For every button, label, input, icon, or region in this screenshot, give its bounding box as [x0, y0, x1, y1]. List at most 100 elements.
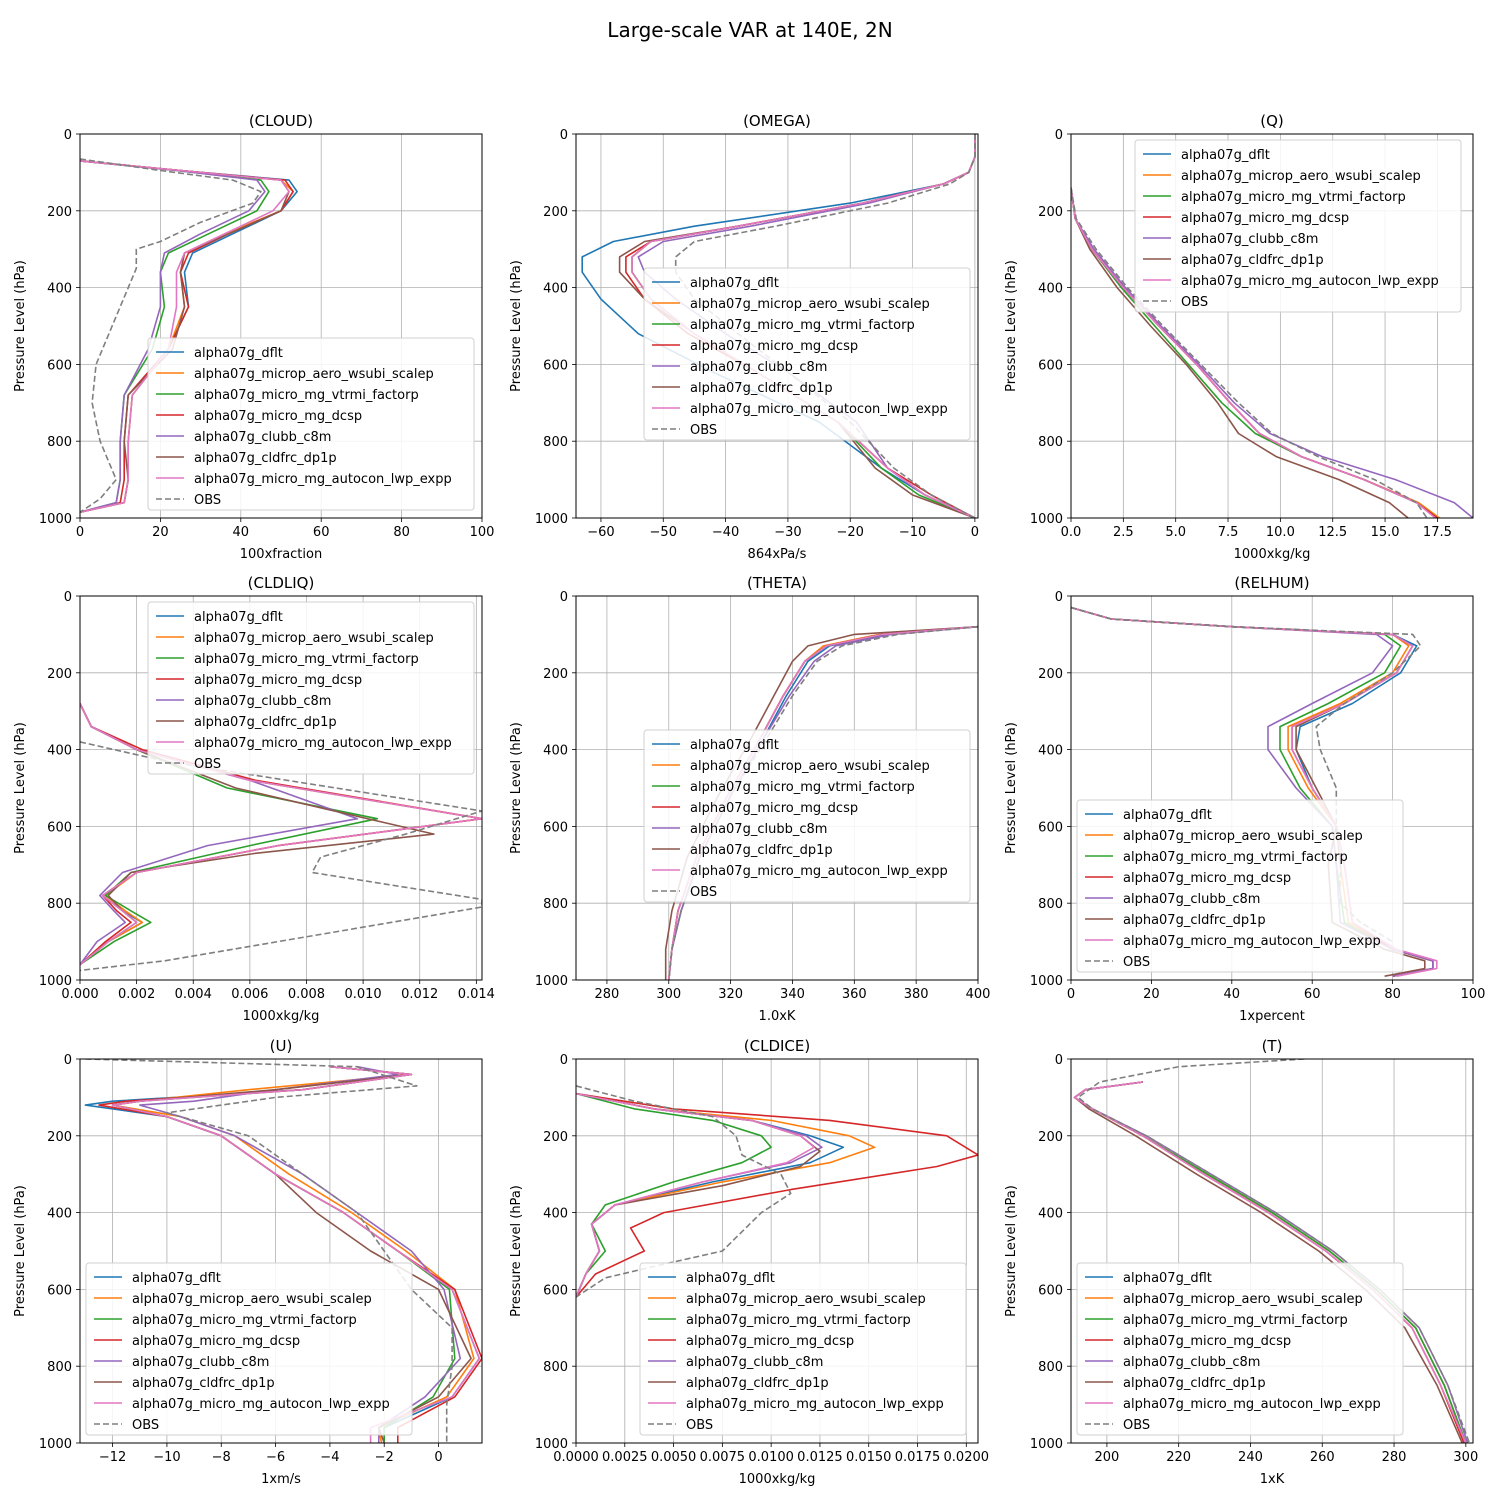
panel-3: 0.000 0.002 0.004 0.006 0.008 0.010 0.012 0.014… — [13, 574, 495, 1024]
legend-label: alpha07g_micro_mg_dcsp — [132, 1334, 300, 1349]
legend: alpha07g_dflt alpha07g_microp_aero_wsubi_… — [639, 1262, 967, 1436]
legend-label: alpha07g_micro_mg_autocon_lwp_expp — [1181, 274, 1439, 289]
legend-label: alpha07g_micro_mg_dcsp — [1123, 1334, 1291, 1349]
x-tick-label: 0.004 — [175, 987, 212, 1002]
legend-label: alpha07g_microp_aero_wsubi_scalep — [132, 1292, 372, 1307]
series-line-alpha07g_microp_aero_wsubi_scalep — [111, 1065, 475, 1443]
x-tick-label: 60 — [313, 525, 330, 540]
legend-label: alpha07g_microp_aero_wsubi_scalep — [1123, 1292, 1363, 1307]
x-tick-label: −10 — [899, 525, 926, 540]
series-line-alpha07g_micro_mg_autocon_lwp_expp — [111, 1065, 481, 1443]
panel-title: (Q) — [1260, 112, 1284, 130]
axes-frame — [1070, 595, 1474, 981]
x-axis-label: 1000xkg/kg — [1234, 547, 1311, 562]
panel-4: 280 300 320 340 360 380 400 0 200 400 600 800 1000 (T… — [509, 574, 990, 1024]
x-tick-label: 0.0100 — [748, 1450, 794, 1465]
y-tick-label: 400 — [1038, 1207, 1063, 1222]
legend-label: alpha07g_micro_mg_vtrmi_factorp — [1123, 850, 1348, 865]
legend-label: alpha07g_dflt — [1123, 1271, 1212, 1286]
x-axis-label: 864xPa/s — [748, 547, 807, 562]
x-tick-label: 12.5 — [1318, 525, 1347, 540]
y-axis-label: Pressure Level (hPa) — [13, 260, 28, 392]
legend-label: alpha07g_dflt — [690, 276, 779, 291]
x-axis-label: 1000xkg/kg — [739, 1472, 816, 1487]
legend-label: OBS — [1123, 955, 1150, 970]
x-tick-label: 15.0 — [1371, 525, 1400, 540]
series-line-alpha07g_micro_mg_autocon_lwp_expp — [80, 160, 290, 513]
x-tick-label: 380 — [904, 987, 929, 1002]
panel-6: −12 −10 −8 −6 −4 −2 0 0 200 400 600 800 1000 (U) 1xm/s… — [13, 1037, 483, 1487]
y-tick-label: 800 — [543, 435, 568, 450]
legend-label: alpha07g_clubb_c8m — [1181, 232, 1318, 247]
y-tick-label: 200 — [1038, 1130, 1063, 1145]
legend-label: alpha07g_clubb_c8m — [690, 360, 827, 375]
panel-1: −60 −50 −40 −30 −20 −10 0 0 200 400 600 800 1000 (OME… — [509, 112, 979, 562]
x-tick-label: 60 — [1304, 987, 1321, 1002]
legend: alpha07g_dflt alpha07g_microp_aero_wsubi_… — [643, 729, 971, 903]
legend-label: alpha07g_cldfrc_dp1p — [194, 451, 337, 466]
panel-title: (OMEGA) — [743, 112, 811, 130]
x-tick-label: 0 — [76, 525, 84, 540]
panel-0: 0 20 40 60 80 10002004006008001000(CLOUD)100x… — [13, 112, 494, 562]
y-tick-label: 1000 — [1030, 512, 1063, 527]
legend-box — [1134, 139, 1462, 313]
panel-5: 0 20 40 60 80 10002004006008001000(RELHUM)1xp… — [1004, 574, 1485, 1024]
legend-label: alpha07g_micro_mg_autocon_lwp_expp — [690, 864, 948, 879]
legend-label: alpha07g_microp_aero_wsubi_scalep — [690, 297, 930, 312]
x-tick-label: 0 — [1067, 987, 1075, 1002]
legend: alpha07g_dflt alpha07g_microp_aero_wsubi_… — [85, 1262, 413, 1436]
legend-box — [147, 337, 475, 511]
x-tick-label: 0.0075 — [700, 1450, 746, 1465]
legend-label: alpha07g_cldfrc_dp1p — [686, 1376, 829, 1391]
y-tick-label: 0 — [560, 128, 568, 143]
x-tick-label: 2.5 — [1113, 525, 1134, 540]
legend-label: alpha07g_dflt — [690, 738, 779, 753]
x-tick-label: 0.0025 — [602, 1450, 648, 1465]
axes-frame — [79, 1058, 483, 1444]
x-tick-label: −30 — [774, 525, 801, 540]
legend-label: alpha07g_cldfrc_dp1p — [132, 1376, 275, 1391]
x-tick-label: 0.014 — [458, 987, 495, 1002]
x-tick-label: −6 — [266, 1450, 285, 1465]
series-line-OBS — [1071, 187, 1428, 518]
y-tick-label: 200 — [543, 205, 568, 220]
legend-label: alpha07g_micro_mg_dcsp — [1123, 871, 1291, 886]
y-tick-label: 200 — [47, 205, 72, 220]
legend-label: alpha07g_clubb_c8m — [132, 1355, 269, 1370]
y-tick-label: 600 — [543, 1283, 568, 1298]
legend-label: OBS — [690, 423, 717, 438]
panel-title: (CLOUD) — [249, 112, 313, 130]
legend-label: alpha07g_micro_mg_vtrmi_factorp — [194, 388, 419, 403]
x-tick-label: 200 — [1094, 1450, 1119, 1465]
y-tick-label: 0 — [1055, 590, 1063, 605]
x-tick-label: 260 — [1310, 1450, 1335, 1465]
y-tick-label: 400 — [543, 744, 568, 759]
axes-frame — [79, 595, 483, 981]
legend-label: OBS — [194, 757, 221, 772]
legend-label: alpha07g_micro_mg_vtrmi_factorp — [194, 652, 419, 667]
y-tick-label: 0 — [560, 1053, 568, 1068]
panel-8: 200 220 240 260 280 300 0 200 400 600 800 1000 (T) 1x… — [1004, 1037, 1478, 1487]
x-tick-label: 220 — [1166, 1450, 1191, 1465]
x-tick-label: −8 — [212, 1450, 231, 1465]
legend-label: alpha07g_microp_aero_wsubi_scalep — [194, 367, 434, 382]
y-tick-label: 400 — [47, 282, 72, 297]
panel-title: (U) — [270, 1037, 293, 1055]
legend: alpha07g_dflt alpha07g_microp_aero_wsubi_… — [1076, 1262, 1404, 1436]
legend: alpha07g_dflt alpha07g_microp_aero_wsubi_… — [1134, 139, 1462, 313]
x-tick-label: 100 — [470, 525, 495, 540]
x-tick-label: −10 — [153, 1450, 180, 1465]
x-tick-label: 240 — [1238, 1450, 1263, 1465]
x-tick-label: −50 — [650, 525, 677, 540]
x-tick-label: 20 — [1143, 987, 1160, 1002]
legend-label: alpha07g_clubb_c8m — [1123, 1355, 1260, 1370]
legend-label: alpha07g_microp_aero_wsubi_scalep — [194, 631, 434, 646]
figure-title: Large-scale VAR at 140E, 2N — [607, 18, 892, 42]
x-tick-label: −40 — [712, 525, 739, 540]
x-tick-label: 0.0125 — [797, 1450, 843, 1465]
legend-label: alpha07g_dflt — [132, 1271, 221, 1286]
series-line-alpha07g_clubb_c8m — [80, 160, 266, 513]
series-line-alpha07g_micro_mg_autocon_lwp_expp — [80, 703, 482, 966]
y-tick-label: 0 — [64, 590, 72, 605]
legend-label: OBS — [1181, 295, 1208, 310]
